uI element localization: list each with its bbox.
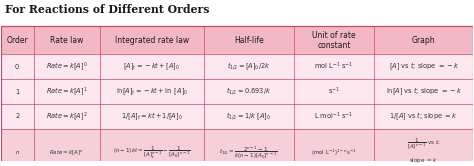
Text: $1/[A]_t = kt + 1/[A]_0$: $1/[A]_t = kt + 1/[A]_0$: [121, 111, 183, 122]
Text: $1/[A]$ vs $t$; slope $= k$: $1/[A]$ vs $t$; slope $= k$: [390, 111, 458, 122]
Text: $\mathit{Rate} = k[A]^1$: $\mathit{Rate} = k[A]^1$: [46, 85, 88, 98]
Text: For Reactions of Different Orders: For Reactions of Different Orders: [5, 4, 210, 15]
Text: Half-life: Half-life: [234, 36, 264, 45]
Text: $\ln[A]_t = -kt + \ln\ [A]_0$: $\ln[A]_t = -kt + \ln\ [A]_0$: [116, 86, 188, 97]
Text: $\mathrm{mol\ L^{-1}\ s^{-1}}$: $\mathrm{mol\ L^{-1}\ s^{-1}}$: [314, 61, 354, 72]
Text: $\mathit{Rate} = k[A]^2$: $\mathit{Rate} = k[A]^2$: [46, 110, 88, 123]
Text: Graph: Graph: [412, 36, 436, 45]
Text: $\ln[A]$ vs $t$; slope $= -k$: $\ln[A]$ vs $t$; slope $= -k$: [385, 86, 462, 97]
Text: $\mathrm{s^{-1}}$: $\mathrm{s^{-1}}$: [328, 86, 340, 97]
FancyBboxPatch shape: [0, 26, 474, 54]
Text: $t_{1/2} = 1/k\ [A]_0$: $t_{1/2} = 1/k\ [A]_0$: [226, 111, 271, 122]
Text: slope $= k$: slope $= k$: [410, 156, 438, 165]
Text: $t_{1/2} = 0.693/k$: $t_{1/2} = 0.693/k$: [226, 86, 272, 97]
Text: $(n-1)kt = \dfrac{1}{[A]^{n-1}_t} - \dfrac{1}{[A_0]^{n-1}}$: $(n-1)kt = \dfrac{1}{[A]^{n-1}_t} - \dfr…: [113, 145, 191, 161]
FancyBboxPatch shape: [0, 79, 474, 104]
Text: Integrated rate law: Integrated rate law: [115, 36, 189, 45]
Text: $\mathrm{L\ mol^{-1}\ s^{-1}}$: $\mathrm{L\ mol^{-1}\ s^{-1}}$: [314, 111, 354, 122]
Text: 1: 1: [15, 88, 19, 95]
Text: $n$: $n$: [15, 149, 20, 156]
Text: Rate law: Rate law: [50, 36, 83, 45]
FancyBboxPatch shape: [0, 104, 474, 129]
Text: 2: 2: [15, 113, 19, 119]
FancyBboxPatch shape: [0, 54, 474, 79]
Text: Order: Order: [6, 36, 28, 45]
Text: $[A]$ vs $t$; slope $= -k$: $[A]$ vs $t$; slope $= -k$: [389, 61, 459, 73]
Text: $\mathit{Rate} = k[A]^n$: $\mathit{Rate} = k[A]^n$: [49, 149, 84, 157]
Text: $\mathit{Rate} = k[A]^0$: $\mathit{Rate} = k[A]^0$: [46, 60, 88, 73]
Text: 0: 0: [15, 64, 19, 70]
Text: $\dfrac{1}{[A]^{n-1}}$ vs $t$;: $\dfrac{1}{[A]^{n-1}}$ vs $t$;: [407, 137, 440, 152]
Text: $(\mathrm{mol\ L^{-1}})^{1-n}\mathrm{s^{-1}}$: $(\mathrm{mol\ L^{-1}})^{1-n}\mathrm{s^{…: [311, 148, 356, 158]
Text: $t_{1/2} = \dfrac{2^{n-1}-1}{k(n-1)[A_0]^{n-1}}$: $t_{1/2} = \dfrac{2^{n-1}-1}{k(n-1)[A_0]…: [219, 144, 278, 161]
Text: Unit of rate
constant: Unit of rate constant: [312, 31, 356, 50]
Text: $t_{1/2} = [A]_0/2k$: $t_{1/2} = [A]_0/2k$: [227, 61, 271, 73]
Text: $[A]_t = -kt + [A]_0$: $[A]_t = -kt + [A]_0$: [123, 61, 181, 73]
FancyBboxPatch shape: [0, 129, 474, 166]
